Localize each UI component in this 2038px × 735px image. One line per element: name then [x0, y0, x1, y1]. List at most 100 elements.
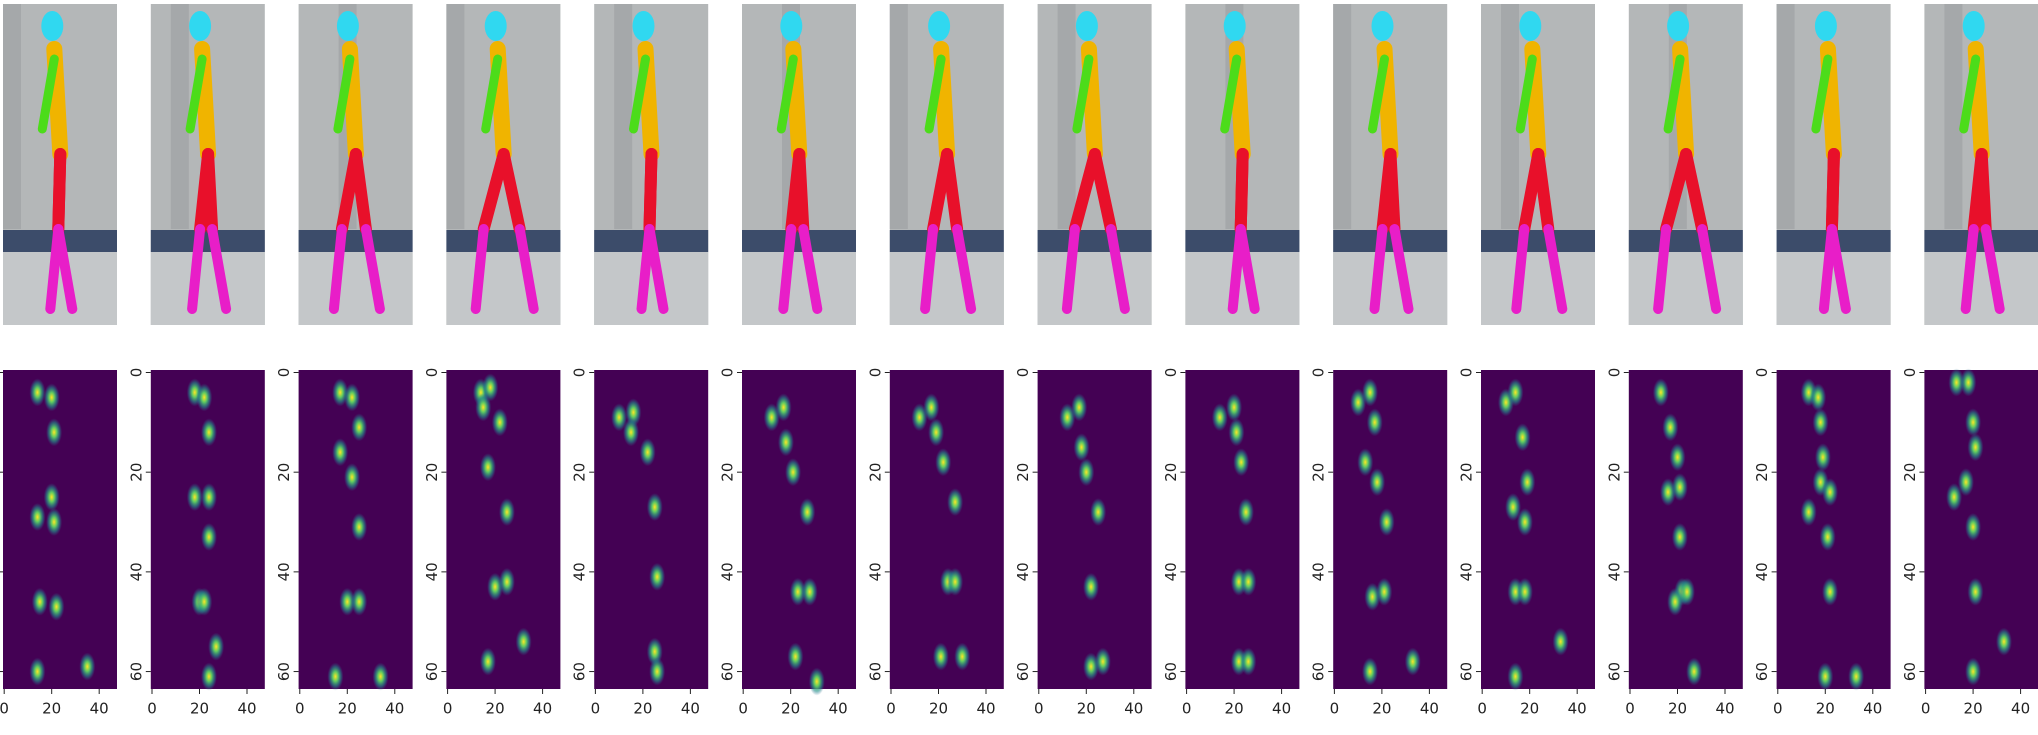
keypoint-blob	[623, 418, 640, 447]
head	[1519, 11, 1542, 41]
thigh	[1532, 148, 1555, 235]
thigh	[643, 148, 658, 235]
arm	[333, 54, 355, 134]
keypoint-blob	[1071, 393, 1088, 422]
keypoint-blob	[1094, 647, 1111, 676]
keypoint-blob	[1671, 473, 1688, 502]
keypoint-blob	[29, 657, 46, 686]
arm	[1515, 54, 1537, 134]
y-tick-label: 40	[1901, 562, 1919, 581]
keypoint-blob	[1948, 368, 1965, 397]
y-tick-label: 0	[1162, 368, 1180, 378]
floor-band	[298, 230, 413, 252]
y-tick-label: 60	[866, 662, 884, 681]
x-tick-label: 40	[533, 700, 552, 718]
keypoint-blob	[351, 513, 368, 542]
y-tick-label: 20	[423, 463, 441, 482]
photo	[594, 4, 709, 325]
floor-band	[742, 230, 856, 252]
keypoint-blob	[1083, 572, 1100, 601]
y-tick-label: 60	[1901, 662, 1919, 681]
keypoint-blob	[649, 657, 666, 686]
y-tick-label: 40	[719, 562, 737, 581]
floor	[889, 252, 1004, 325]
keypoint-blob	[1819, 522, 1836, 551]
wall-shadow	[614, 4, 633, 229]
y-tick-label: 40	[1605, 562, 1623, 581]
head	[1371, 11, 1394, 41]
y-tick-label: 0	[127, 368, 145, 378]
keypoint-blob	[1995, 627, 2012, 656]
shin	[1960, 224, 1979, 314]
x-tick-label: 0	[0, 700, 9, 718]
x-tick-label: 20	[338, 700, 357, 718]
y-tick-label: 0	[1310, 368, 1328, 378]
keypoint-blob	[1669, 443, 1686, 472]
x-tick-label: 0	[1034, 700, 1044, 718]
keypoint-blob	[1967, 433, 1984, 462]
keypoint-blob	[43, 483, 60, 512]
x-tick-label: 20	[1372, 700, 1391, 718]
thigh	[1234, 148, 1249, 235]
shin	[644, 224, 669, 314]
shin	[1105, 224, 1130, 314]
shin	[1543, 224, 1568, 314]
x-tick-label: 40	[2011, 700, 2030, 718]
x-tick-label: 40	[237, 700, 256, 718]
shin	[187, 224, 206, 314]
keypoint-blob	[48, 592, 65, 621]
arm	[776, 54, 798, 134]
keypoint-blob	[947, 488, 964, 517]
heatmap-bg	[1037, 370, 1152, 689]
keypoint-blob	[1233, 448, 1250, 477]
keypoint-blob	[1376, 577, 1393, 606]
photo	[298, 4, 413, 325]
x-tick-label: 0	[738, 700, 748, 718]
photo	[3, 4, 117, 325]
arm	[1368, 54, 1389, 134]
photo	[1924, 4, 2038, 325]
floor-band	[446, 230, 561, 252]
shin	[798, 224, 823, 314]
heatmap-bg	[889, 370, 1004, 689]
keypoint-blob	[372, 662, 389, 691]
shin	[328, 224, 347, 314]
photo	[446, 4, 561, 325]
y-tick-label: 40	[127, 562, 145, 581]
keypoint-blob	[46, 508, 63, 537]
photo	[1481, 4, 1595, 325]
y-tick-label: 20	[1753, 463, 1771, 482]
y-tick-label: 0	[719, 368, 737, 378]
keypoint-blob	[1519, 468, 1536, 497]
keypoint-blob	[932, 642, 949, 671]
keypoint-blob	[1366, 408, 1383, 437]
y-tick-label: 20	[275, 463, 293, 482]
head	[41, 11, 64, 41]
keypoint-blob	[1822, 577, 1839, 606]
keypoint-blob	[327, 662, 344, 691]
x-tick-label: 20	[1225, 700, 1244, 718]
wall-shadow	[1944, 4, 1963, 229]
y-tick-label: 60	[1753, 662, 1771, 681]
x-tick-label: 20	[190, 700, 209, 718]
x-tick-label: 40	[1568, 700, 1587, 718]
thigh	[1825, 148, 1840, 235]
x-tick-label: 0	[1477, 700, 1487, 718]
keypoint-blob	[808, 667, 825, 696]
shin	[1511, 224, 1530, 314]
y-tick-label: 60	[275, 662, 293, 681]
keypoint-blob	[479, 647, 496, 676]
keypoint-blob	[1552, 627, 1569, 656]
floor	[446, 252, 561, 325]
y-tick-label: 40	[423, 562, 441, 581]
arm	[1072, 54, 1094, 134]
shin	[1389, 224, 1414, 314]
keypoint-blob	[1812, 408, 1829, 437]
floor	[1628, 252, 1743, 325]
keypoint-blob	[1822, 478, 1839, 507]
floor	[150, 252, 265, 325]
keypoint-blob	[344, 383, 361, 412]
keypoint-blob	[1957, 468, 1974, 497]
y-tick-label: 40	[1458, 562, 1476, 581]
